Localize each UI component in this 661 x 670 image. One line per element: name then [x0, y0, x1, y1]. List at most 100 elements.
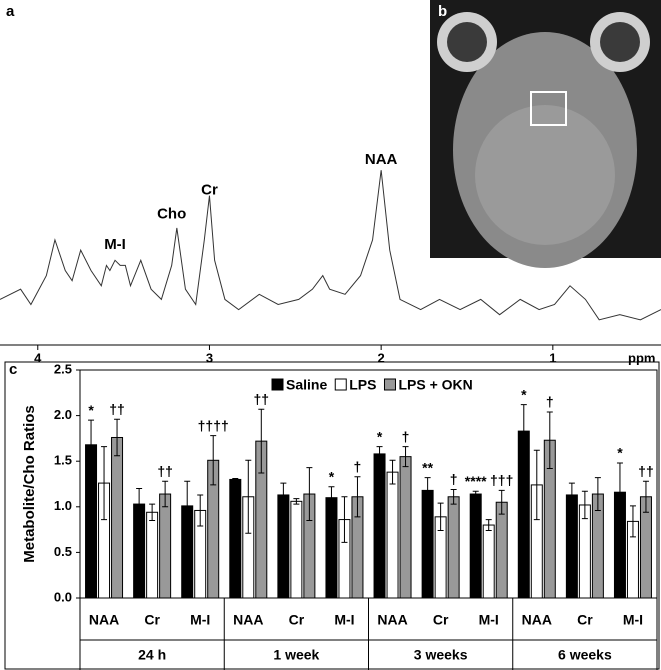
- panel-label: b: [438, 3, 447, 20]
- group-label: 6 weeks: [558, 647, 612, 663]
- bar: [421, 489, 434, 599]
- panel-label: a: [6, 3, 15, 20]
- bar: [482, 524, 495, 599]
- brain-inner: [475, 105, 615, 245]
- category-label: Cr: [144, 612, 160, 628]
- error-bar: [472, 490, 479, 498]
- y-tick-label: 0.0: [54, 589, 72, 604]
- bar: [386, 471, 399, 599]
- error-bar: [594, 477, 601, 511]
- error-bar: [533, 449, 540, 521]
- voxel-box: [530, 91, 567, 126]
- error-bar: [328, 486, 335, 510]
- significance-label: *: [377, 428, 383, 444]
- error-bar: [642, 480, 649, 513]
- error-bar: [136, 488, 143, 521]
- group-label: 1 week: [273, 647, 319, 663]
- error-bar: [616, 462, 623, 522]
- error-bar: [629, 505, 636, 538]
- significance-label: ****: [465, 473, 487, 489]
- significance-label: †: [354, 458, 362, 474]
- significance-label: ††††: [198, 417, 229, 433]
- error-bar: [581, 490, 588, 520]
- bar: [399, 456, 412, 599]
- bar: [373, 453, 386, 599]
- significance-label: *: [329, 468, 335, 484]
- category-label: NAA: [522, 612, 552, 628]
- error-bar: [341, 496, 348, 543]
- error-bar: [402, 446, 409, 468]
- bar: [325, 497, 338, 599]
- error-bar: [450, 488, 457, 505]
- category-label: Cr: [577, 612, 593, 628]
- eye-inner: [600, 22, 640, 62]
- error-bar: [149, 503, 156, 521]
- bar: [495, 501, 508, 599]
- error-bar: [101, 446, 108, 521]
- category-label: M-I: [334, 612, 354, 628]
- error-bar: [437, 502, 444, 532]
- peak-label: Cr: [201, 182, 218, 199]
- error-bar: [245, 459, 252, 534]
- panel-label: c: [9, 361, 17, 378]
- panel-c-frame: [4, 361, 660, 670]
- group-label: 3 weeks: [414, 647, 468, 663]
- error-bar: [568, 482, 575, 508]
- bar: [146, 511, 159, 599]
- spectrum: [0, 170, 661, 321]
- y-tick-label: 2.5: [54, 361, 72, 376]
- group-label: 24 h: [138, 647, 166, 663]
- legend-label: LPS: [349, 377, 376, 393]
- error-bar: [498, 489, 505, 515]
- y-tick-label: 1.5: [54, 453, 72, 468]
- bar: [111, 436, 124, 599]
- significance-label: †††: [490, 472, 513, 488]
- error-bar: [424, 477, 431, 504]
- bar: [290, 500, 303, 599]
- error-bar: [114, 418, 121, 457]
- significance-label: *: [88, 402, 94, 418]
- error-bar: [197, 494, 204, 527]
- x-tick-label: 3: [206, 350, 213, 365]
- peak-label: NAA: [365, 151, 398, 168]
- bar: [159, 493, 172, 599]
- significance-label: ††: [157, 463, 173, 479]
- legend-swatch: [383, 378, 396, 391]
- category-label: M-I: [623, 612, 643, 628]
- error-bar: [520, 404, 527, 459]
- error-bar: [354, 476, 361, 518]
- bar: [229, 478, 242, 599]
- legend-swatch: [334, 378, 347, 391]
- bar: [277, 494, 290, 599]
- peak-label: Cho: [157, 205, 186, 222]
- category-label: Cr: [433, 612, 449, 628]
- significance-label: *: [521, 386, 527, 402]
- category-label: NAA: [233, 612, 263, 628]
- legend-label: Saline: [286, 377, 327, 393]
- eye-inner: [447, 22, 487, 62]
- x-tick-label: 4: [34, 350, 42, 365]
- error-bar: [306, 467, 313, 521]
- category-label: Cr: [289, 612, 305, 628]
- bar: [469, 493, 482, 599]
- error-bar: [485, 519, 492, 532]
- significance-label: *: [617, 445, 623, 461]
- error-bar: [280, 482, 287, 508]
- y-tick-label: 0.5: [54, 544, 72, 559]
- error-bar: [258, 408, 265, 474]
- error-bar: [88, 419, 95, 470]
- category-label: M-I: [479, 612, 499, 628]
- significance-label: ††: [109, 401, 125, 417]
- significance-label: †: [546, 394, 554, 410]
- error-bar: [376, 446, 383, 462]
- y-tick-label: 2.0: [54, 407, 72, 422]
- significance-label: †: [402, 428, 410, 444]
- category-label: NAA: [89, 612, 119, 628]
- error-bar: [546, 411, 553, 469]
- bar: [447, 496, 460, 599]
- significance-label: ††: [254, 391, 270, 407]
- significance-label: ††: [638, 463, 654, 479]
- error-bar: [389, 459, 396, 485]
- error-bar: [293, 498, 300, 505]
